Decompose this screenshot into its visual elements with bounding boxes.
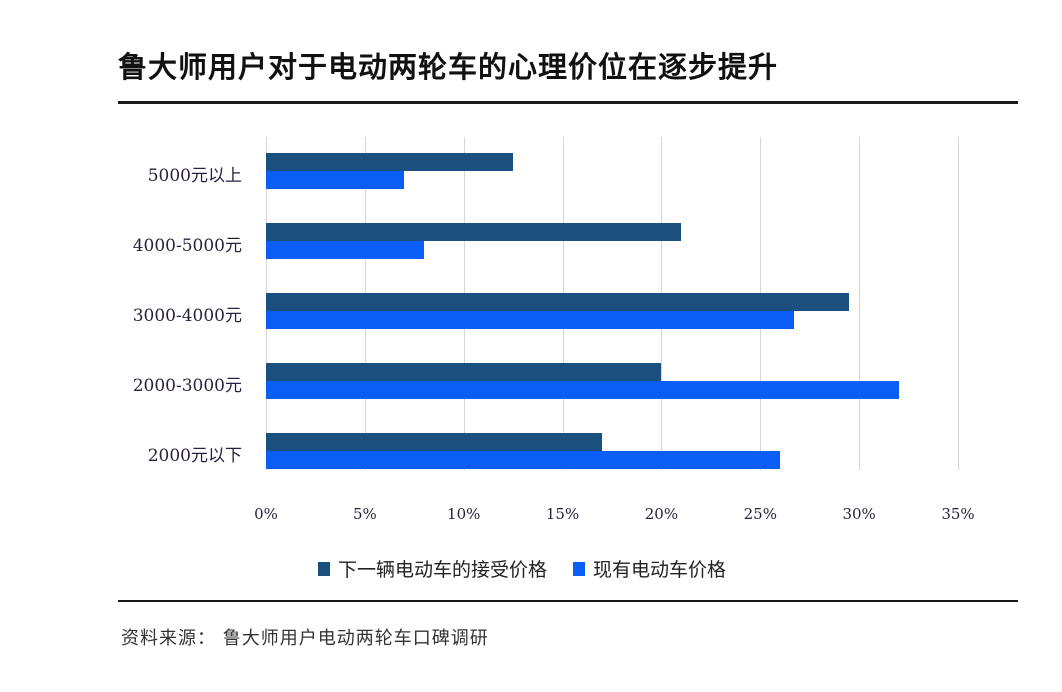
category-label: 3000-4000元	[132, 306, 242, 326]
category-label: 5000元以上	[147, 166, 242, 186]
legend-item: 现有电动车价格	[573, 555, 726, 582]
x-tick-label: 30%	[842, 505, 876, 523]
category-label: 2000-3000元	[132, 376, 242, 396]
bar-next-accept-price	[266, 153, 514, 171]
source-note: 资料来源： 鲁大师用户电动两轮车口碑调研	[121, 628, 489, 649]
x-tick-label: 20%	[644, 505, 679, 523]
bar-current-price	[266, 381, 899, 399]
legend: 下一辆电动车的接受价格 现有电动车价格	[318, 555, 752, 582]
category-label: 2000元以下	[147, 446, 242, 466]
gridline	[958, 137, 959, 470]
x-tick-label: 35%	[941, 505, 975, 523]
x-tick-label: 5%	[352, 505, 377, 523]
bar-next-accept-price	[266, 293, 850, 311]
bar-current-price	[266, 311, 794, 329]
footer-divider	[118, 600, 1018, 602]
bar-current-price	[266, 171, 405, 189]
chart-title: 鲁大师用户对于电动两轮车的心理价位在逐步提升	[118, 50, 779, 84]
x-tick-label: 15%	[545, 505, 580, 523]
legend-swatch-icon	[318, 561, 330, 576]
bar-next-accept-price	[266, 223, 682, 241]
legend-label: 现有电动车价格	[593, 559, 727, 581]
x-tick-label: 25%	[743, 505, 777, 523]
x-tick-label: 10%	[447, 505, 481, 523]
legend-label: 下一辆电动车的接受价格	[338, 559, 548, 581]
bar-current-price	[266, 241, 425, 259]
bar-next-accept-price	[266, 363, 662, 381]
legend-swatch-icon	[573, 561, 586, 576]
category-label: 4000-5000元	[132, 236, 242, 256]
bar-current-price	[266, 451, 781, 469]
bar-next-accept-price	[266, 433, 603, 451]
legend-item: 下一辆电动车的接受价格	[318, 555, 547, 582]
title-divider	[118, 101, 1018, 104]
plot-area	[266, 137, 959, 470]
x-tick-label: 0%	[254, 505, 278, 523]
gridline	[859, 137, 861, 470]
